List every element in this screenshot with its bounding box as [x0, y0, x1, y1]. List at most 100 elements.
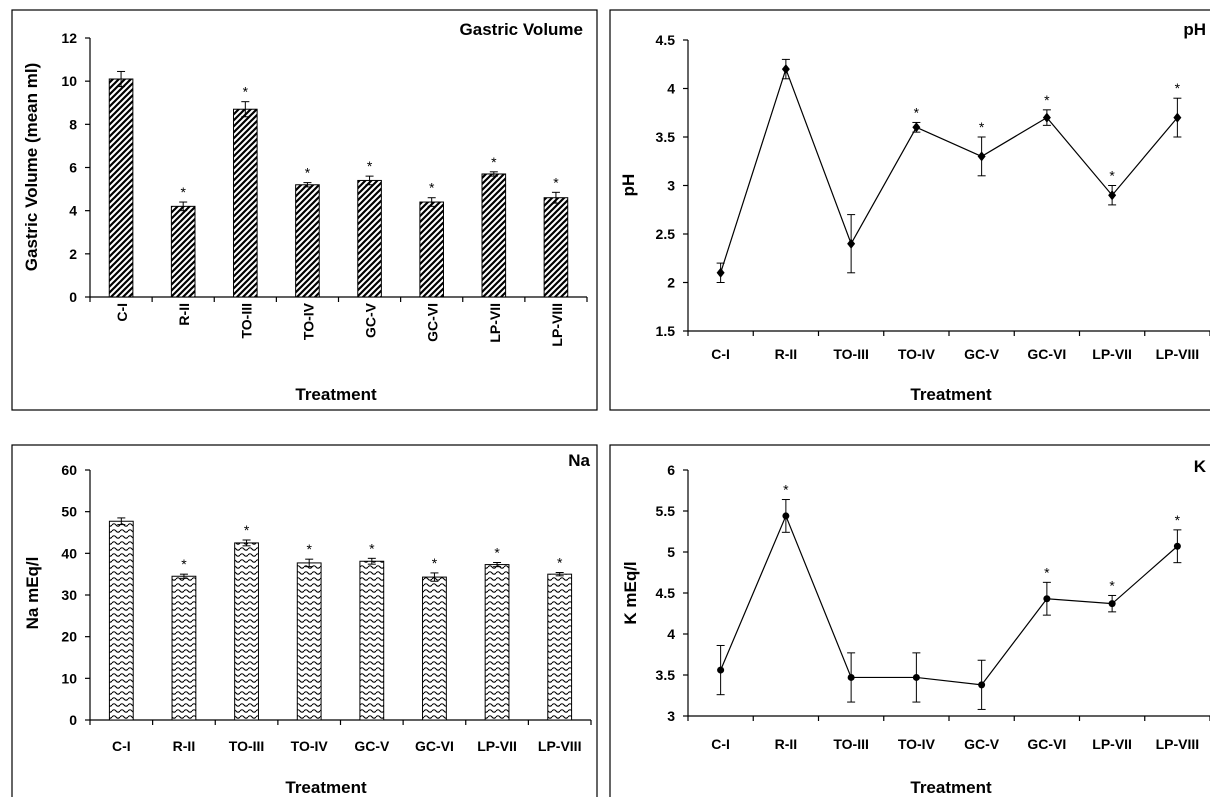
x-tick-label: GC-V	[363, 302, 379, 338]
y-tick-label: 4.5	[656, 585, 676, 601]
bar	[359, 560, 385, 721]
significance-mark: *	[432, 555, 438, 571]
data-point	[717, 666, 725, 674]
data-point	[1108, 190, 1117, 201]
data-point	[716, 267, 725, 278]
y-tick-label: 30	[61, 587, 77, 603]
y-tick-label: 5.5	[656, 503, 676, 519]
x-axis-label: Treatment	[910, 385, 992, 404]
x-tick-label: GC-VI	[1027, 346, 1066, 362]
x-tick-label: TO-IV	[291, 738, 329, 754]
bar	[419, 201, 444, 298]
panel-k: K K mEq/l Treatment 3 3.5 4 4.5 5 5.5 6 C-I R-II…	[609, 444, 1210, 797]
data-point	[1043, 595, 1051, 603]
y-tick-label: 60	[61, 462, 77, 478]
x-tick-label: LP-VIII	[549, 303, 565, 347]
data-point	[912, 673, 920, 681]
x-tick-label: TO-III	[833, 736, 869, 752]
x-tick-label: TO-IV	[898, 736, 936, 752]
significance-mark: *	[429, 180, 435, 196]
plot-area: 0 2 4 6 8 10 12 C-I R-II TO-III TO-IV GC-V GC-VI LP-V…	[61, 30, 588, 347]
x-axis-label: Treatment	[295, 385, 377, 404]
y-tick-label: 20	[61, 629, 77, 645]
bar	[481, 173, 507, 298]
panel-gastric-volume: Gastric Volume Gastric Volume (mean ml) …	[11, 9, 598, 411]
plot-area: 0 10 20 30 40 50 60 C-I R-II TO-III TO-IV GC-V GC-VI…	[61, 462, 592, 754]
significance-mark: *	[491, 154, 497, 170]
bar	[357, 179, 382, 298]
panel-frame	[609, 9, 1210, 411]
y-tick-label: 3.5	[656, 129, 676, 145]
x-tick-label: TO-IV	[300, 302, 316, 340]
x-tick-label: LP-VII	[477, 738, 517, 754]
y-tick-label: 50	[61, 504, 77, 520]
y-tick-label: 3	[667, 178, 675, 194]
bar	[296, 562, 322, 721]
panel-frame	[11, 9, 598, 411]
x-tick-label: LP-VII	[1092, 736, 1132, 752]
x-tick-label: C-I	[114, 303, 130, 322]
y-tick-label: 0	[69, 712, 77, 728]
y-tick-label: 0	[69, 289, 77, 305]
x-tick-label: R-II	[775, 736, 798, 752]
significance-mark: *	[979, 119, 985, 135]
x-tick-label: GC-V	[964, 346, 1000, 362]
significance-mark: *	[553, 174, 559, 190]
y-tick-label: 10	[61, 670, 77, 686]
panel-title: pH	[1183, 20, 1206, 39]
x-tick-label: TO-IV	[898, 346, 936, 362]
significance-mark: *	[557, 555, 563, 571]
bar	[543, 197, 569, 298]
y-tick-label: 12	[61, 30, 77, 46]
y-tick-label: 1.5	[656, 323, 676, 339]
bar	[547, 573, 573, 721]
x-tick-label: C-I	[711, 736, 730, 752]
data-point	[977, 151, 986, 162]
panel-frame	[11, 444, 598, 797]
data-point	[781, 64, 790, 75]
x-axis-label: Treatment	[910, 778, 992, 797]
bar	[233, 108, 258, 298]
significance-mark: *	[1109, 577, 1115, 593]
x-tick-label: R-II	[173, 738, 196, 754]
x-tick-label: GC-V	[964, 736, 1000, 752]
y-axis-label: Gastric Volume (mean ml)	[22, 63, 41, 271]
significance-mark: *	[180, 184, 186, 200]
data-point	[1108, 600, 1116, 608]
x-tick-label: LP-VII	[1092, 346, 1132, 362]
x-tick-label: TO-III	[238, 303, 254, 339]
significance-mark: *	[494, 545, 500, 561]
y-tick-label: 4	[69, 203, 77, 219]
y-axis-label: Na mEq/l	[23, 557, 42, 630]
significance-mark: *	[1044, 564, 1050, 580]
significance-mark: *	[369, 540, 375, 556]
panel-ph: pH pH Treatment 1.5 2 2.5 3 3.5 4 4.5 C-I R-II TO…	[609, 9, 1210, 411]
plot-area: 3 3.5 4 4.5 5 5.5 6 C-I R-II TO-III TO-IV GC-V GC-VI…	[656, 462, 1210, 752]
data-point	[1173, 112, 1182, 123]
y-tick-label: 5	[667, 544, 675, 560]
x-tick-label: GC-V	[354, 738, 390, 754]
significance-mark: *	[367, 158, 373, 174]
bar	[295, 184, 320, 298]
y-tick-label: 2	[69, 246, 77, 262]
x-tick-label: LP-VIII	[1156, 346, 1200, 362]
y-tick-label: 8	[69, 116, 77, 132]
data-point	[1173, 542, 1181, 550]
significance-mark: *	[244, 522, 250, 538]
x-tick-label: C-I	[711, 346, 730, 362]
data-point	[978, 681, 986, 689]
significance-mark: *	[914, 104, 920, 120]
series-line	[720, 67, 1178, 273]
significance-mark: *	[783, 482, 789, 498]
y-tick-label: 3	[667, 708, 675, 724]
bar	[170, 205, 196, 298]
y-axis-label: K mEq/l	[621, 561, 640, 624]
y-tick-label: 4	[667, 81, 675, 97]
panel-title: Na	[568, 451, 590, 470]
x-tick-label: TO-III	[833, 346, 869, 362]
significance-mark: *	[181, 556, 187, 572]
significance-mark: *	[1044, 92, 1050, 108]
x-tick-label: LP-VII	[487, 303, 503, 343]
plot-area: 1.5 2 2.5 3 3.5 4 4.5 C-I R-II TO-III TO-IV GC-V GC-…	[656, 32, 1210, 362]
